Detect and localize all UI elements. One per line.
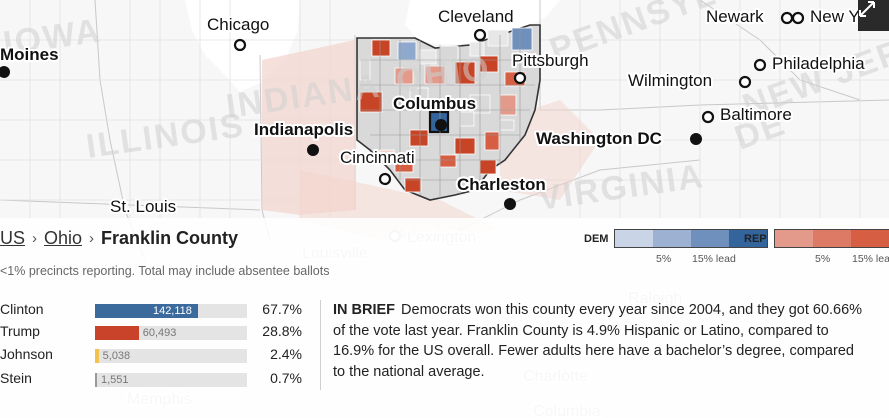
city-marker-cincinnati bbox=[378, 172, 392, 186]
in-brief-heading: IN BRIEF bbox=[333, 302, 396, 318]
breadcrumb-us[interactable]: US bbox=[0, 228, 26, 248]
legend-swatch bbox=[653, 230, 691, 247]
city-marker-columbus bbox=[435, 119, 447, 131]
vote-count: 60,493 bbox=[142, 327, 177, 339]
vote-bar-fill bbox=[95, 349, 99, 363]
vote-bar-fill bbox=[95, 373, 97, 387]
city-label-baltimore: Baltimore bbox=[720, 105, 792, 124]
vote-percent: 0.7% bbox=[270, 370, 302, 386]
vote-count: 5,038 bbox=[102, 350, 131, 362]
city-label-new-y: New Y bbox=[810, 7, 860, 26]
expand-arrows-icon bbox=[859, 1, 875, 17]
city-marker-baltimore bbox=[701, 110, 715, 124]
city-label-moines: Moines bbox=[0, 45, 59, 64]
city-label-pittsburgh: Pittsburgh bbox=[512, 51, 589, 70]
legend-rep-tick-5: 5% bbox=[815, 253, 831, 265]
city-label-philadelphia: Philadelphia bbox=[772, 54, 865, 73]
city-marker-moines bbox=[0, 66, 10, 78]
legend-swatch bbox=[615, 230, 653, 247]
legend-swatch bbox=[775, 230, 813, 247]
candidate-name: Johnson bbox=[0, 346, 53, 362]
city-marker-wilmington bbox=[738, 75, 752, 89]
breadcrumb-current: Franklin County bbox=[101, 228, 239, 248]
candidate-name: Clinton bbox=[0, 301, 44, 317]
ohio-state[interactable] bbox=[356, 24, 541, 201]
city-marker-pittsburgh bbox=[513, 71, 527, 85]
legend-dem-ramp bbox=[614, 229, 768, 248]
city-marker-chicago bbox=[233, 38, 247, 52]
vote-percent: 28.8% bbox=[262, 323, 302, 339]
breadcrumb-ohio[interactable]: Ohio bbox=[44, 228, 83, 248]
city-marker-cleveland bbox=[473, 28, 487, 42]
vote-bar: 142,118 bbox=[95, 304, 247, 318]
breadcrumb-chevron-icon: › bbox=[32, 230, 38, 247]
city-label-chicago: Chicago bbox=[207, 15, 269, 34]
city-marker-washington-dc bbox=[690, 133, 702, 145]
legend-swatch bbox=[851, 230, 889, 247]
vote-bar-fill bbox=[95, 326, 139, 340]
legend-dem-tick-5: 5% bbox=[656, 253, 672, 265]
breadcrumb: US › Ohio › Franklin County bbox=[0, 228, 238, 249]
city-label-columbus: Columbus bbox=[393, 94, 476, 113]
city-label-cincinnati: Cincinnati bbox=[340, 148, 415, 167]
lake-erie bbox=[405, 0, 560, 45]
city-label-wilmington: Wilmington bbox=[628, 71, 712, 90]
vote-percent: 67.7% bbox=[262, 301, 302, 317]
legend-dem-tick-15: 15% lead bbox=[692, 253, 736, 265]
legend-dem-label: DEM bbox=[584, 233, 609, 245]
candidate-name: Trump bbox=[0, 323, 40, 339]
legend-rep-label: REP bbox=[744, 233, 767, 245]
in-brief: IN BRIEF Democrats won this county every … bbox=[333, 300, 863, 382]
city-label-charleston: Charleston bbox=[457, 175, 546, 194]
legend-swatch bbox=[691, 230, 729, 247]
city-label-st-louis: St. Louis bbox=[110, 197, 176, 216]
vote-bar: 5,038 bbox=[95, 349, 247, 363]
legend-rep-tick-15: 15% lead bbox=[852, 253, 889, 265]
vote-bar: 1,551 bbox=[95, 373, 247, 387]
in-brief-text: Democrats won this county every year sin… bbox=[333, 302, 863, 380]
city-label-newark: Newark bbox=[706, 7, 764, 26]
vote-bar-fill bbox=[95, 304, 198, 318]
city-label-cleveland: Cleveland bbox=[438, 7, 514, 26]
vote-bar: 60,493 bbox=[95, 326, 247, 340]
city-label-washington-dc: Washington DC bbox=[536, 129, 662, 148]
city-marker-charleston bbox=[504, 198, 516, 210]
city-label-indianapolis: Indianapolis bbox=[254, 120, 353, 139]
city-marker-newark bbox=[780, 11, 794, 25]
city-marker-new-y bbox=[791, 11, 805, 25]
vote-count: 142,118 bbox=[152, 305, 192, 317]
legend-rep-ramp bbox=[774, 229, 889, 248]
result-row-trump: Trump 60,493 28.8% bbox=[0, 322, 310, 342]
reporting-note: <1% precincts reporting. Total may inclu… bbox=[0, 264, 330, 278]
result-row-stein: Stein 1,551 0.7% bbox=[0, 369, 310, 389]
expand-map-button[interactable] bbox=[858, 0, 889, 31]
result-row-clinton: Clinton 142,118 67.7% bbox=[0, 300, 310, 320]
legend-swatch bbox=[813, 230, 851, 247]
legend-swatch bbox=[729, 230, 767, 247]
vote-count: 1,551 bbox=[101, 374, 129, 386]
breadcrumb-chevron-icon: › bbox=[89, 230, 95, 247]
vote-percent: 2.4% bbox=[270, 346, 302, 362]
result-row-johnson: Johnson 5,038 2.4% bbox=[0, 345, 310, 365]
city-marker-indianapolis bbox=[307, 144, 319, 156]
panel-divider bbox=[320, 300, 321, 390]
city-marker-philadelphia bbox=[753, 58, 767, 72]
county-grid bbox=[0, 0, 889, 218]
candidate-name: Stein bbox=[0, 370, 32, 386]
